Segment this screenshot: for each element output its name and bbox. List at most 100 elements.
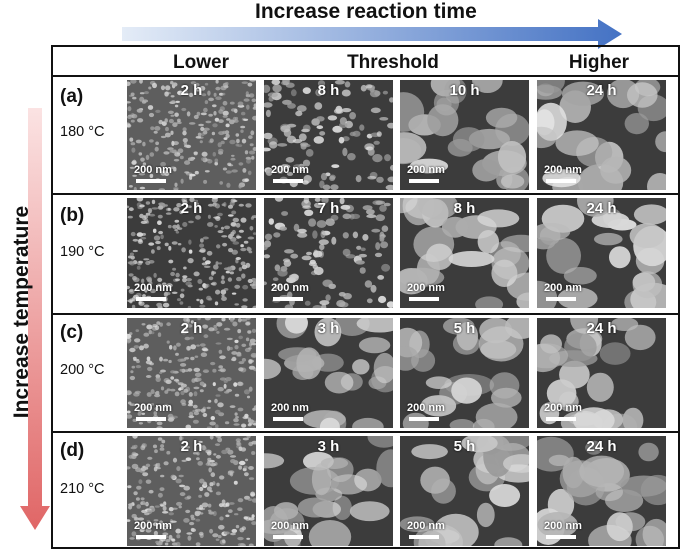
scale-bar-label: 200 nm <box>407 520 445 532</box>
sem-texture <box>127 198 256 308</box>
reaction-time-label: 8 h <box>453 200 476 217</box>
row-divider-3 <box>51 431 680 433</box>
reaction-time-label: 5 h <box>453 438 476 455</box>
sem-texture <box>537 318 666 428</box>
sem-texture <box>400 80 529 190</box>
row-temperature-a: 180 °C <box>60 124 105 140</box>
sem-texture <box>264 436 393 546</box>
reaction-time-label: 24 h <box>586 200 617 217</box>
reaction-time-label: 2 h <box>180 200 203 217</box>
scale-bar-label: 200 nm <box>271 520 309 532</box>
sem-texture <box>264 80 393 190</box>
sem-texture <box>537 436 666 546</box>
sem-image: 10 h 200 nm <box>400 80 529 190</box>
temperature-title: Increase temperature <box>10 205 33 419</box>
sem-texture <box>264 198 393 308</box>
sem-texture <box>127 80 256 190</box>
scale-bar-label: 200 nm <box>407 402 445 414</box>
scale-bar-label: 200 nm <box>134 520 172 532</box>
sem-texture <box>264 318 393 428</box>
scale-bar <box>273 417 303 421</box>
sem-image: 2 h 200 nm <box>127 318 256 428</box>
reaction-time-label: 8 h <box>317 82 340 99</box>
sem-texture <box>400 318 529 428</box>
row-divider-2 <box>51 313 680 315</box>
reaction-time-label: 5 h <box>453 320 476 337</box>
sem-image: 8 h 200 nm <box>264 80 393 190</box>
reaction-time-label: 7 h <box>317 200 340 217</box>
temperature-arrow-icon <box>20 108 50 530</box>
reaction-time-arrow-icon <box>122 19 622 49</box>
column-header-threshold: Threshold <box>347 52 439 73</box>
reaction-time-label: 24 h <box>586 438 617 455</box>
scale-bar <box>273 297 303 301</box>
row-label-d: (d) <box>60 440 85 461</box>
sem-texture <box>400 198 529 308</box>
scale-bar-label: 200 nm <box>271 164 309 176</box>
sem-image: 2 h 200 nm <box>127 436 256 546</box>
scale-bar <box>546 179 576 183</box>
scale-bar <box>273 179 303 183</box>
sem-texture <box>537 80 666 190</box>
reaction-time-title: Increase reaction time <box>255 0 477 23</box>
scale-bar-label: 200 nm <box>134 164 172 176</box>
scale-bar-label: 200 nm <box>134 402 172 414</box>
scale-bar <box>546 297 576 301</box>
scale-bar-label: 200 nm <box>271 402 309 414</box>
scale-bar <box>136 535 166 539</box>
sem-texture <box>127 436 256 546</box>
reaction-time-label: 2 h <box>180 438 203 455</box>
row-temperature-d: 210 °C <box>60 481 105 497</box>
sem-texture <box>537 198 666 308</box>
reaction-time-label: 24 h <box>586 82 617 99</box>
column-header-higher: Higher <box>568 52 630 73</box>
row-label-c: (c) <box>60 322 84 343</box>
scale-bar <box>136 179 166 183</box>
sem-image: 3 h 200 nm <box>264 318 393 428</box>
scale-bar <box>409 417 439 421</box>
reaction-time-label: 24 h <box>586 320 617 337</box>
reaction-time-label: 2 h <box>180 82 203 99</box>
row-temperature-c: 200 °C <box>60 362 105 378</box>
figure-table-frame <box>51 45 680 549</box>
sem-image: 8 h 200 nm <box>400 198 529 308</box>
scale-bar <box>136 297 166 301</box>
sem-image: 7 h 200 nm <box>264 198 393 308</box>
sem-image: 2 h 200 nm <box>127 80 256 190</box>
row-label-b: (b) <box>60 205 85 226</box>
sem-image: 24 h 200 nm <box>537 198 666 308</box>
sem-image: 24 h 200 nm <box>537 436 666 546</box>
scale-bar-label: 200 nm <box>271 282 309 294</box>
sem-texture <box>127 318 256 428</box>
reaction-time-label: 2 h <box>180 320 203 337</box>
scale-bar <box>546 417 576 421</box>
scale-bar <box>136 417 166 421</box>
scale-bar-label: 200 nm <box>407 282 445 294</box>
header-divider <box>51 75 680 77</box>
sem-texture <box>400 436 529 546</box>
sem-image: 2 h 200 nm <box>127 198 256 308</box>
scale-bar-label: 200 nm <box>544 282 582 294</box>
row-label-a: (a) <box>60 86 84 107</box>
scale-bar-label: 200 nm <box>544 402 582 414</box>
sem-image: 3 h 200 nm <box>264 436 393 546</box>
sem-image: 5 h 200 nm <box>400 318 529 428</box>
sem-image: 24 h 200 nm <box>537 80 666 190</box>
scale-bar-label: 200 nm <box>544 164 582 176</box>
scale-bar <box>409 297 439 301</box>
sem-image: 24 h 200 nm <box>537 318 666 428</box>
reaction-time-label: 3 h <box>317 320 340 337</box>
scale-bar <box>273 535 303 539</box>
sem-image: 5 h 200 nm <box>400 436 529 546</box>
row-divider-1 <box>51 193 680 195</box>
row-temperature-b: 190 °C <box>60 244 105 260</box>
scale-bar <box>546 535 576 539</box>
reaction-time-label: 10 h <box>449 82 480 99</box>
scale-bar-label: 200 nm <box>134 282 172 294</box>
scale-bar <box>409 535 439 539</box>
reaction-time-label: 3 h <box>317 438 340 455</box>
scale-bar-label: 200 nm <box>544 520 582 532</box>
column-header-lower: Lower <box>173 52 229 73</box>
scale-bar <box>409 179 439 183</box>
scale-bar-label: 200 nm <box>407 164 445 176</box>
